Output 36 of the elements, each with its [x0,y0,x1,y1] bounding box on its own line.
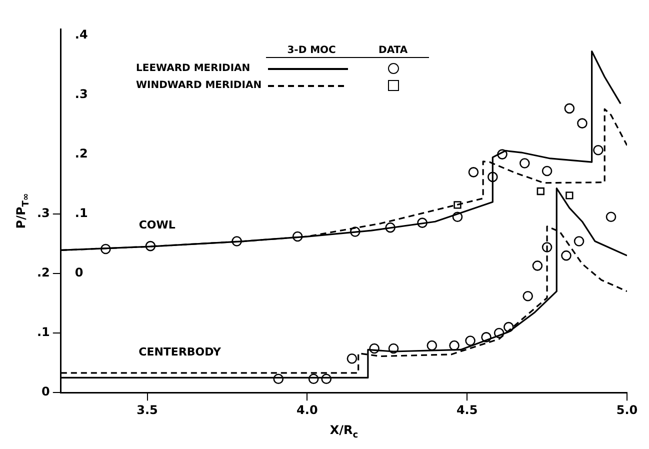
point [468,167,479,178]
y-tick-label: 0 [42,384,50,399]
point [561,250,572,261]
point [564,103,575,114]
x-tick-label: 4.5 [456,402,478,417]
y-axis-title: P/PT∞ [14,193,32,229]
point [577,118,588,128]
y-tick-label: .1 [36,325,50,340]
point [593,144,604,156]
point [536,187,544,196]
annotation: 3-D MOC [286,44,337,57]
annotation: DATA [378,44,409,57]
x-tick-label: 4.0 [296,402,318,417]
point [346,353,358,364]
point [426,340,438,351]
point [566,192,574,200]
annotation: COWL [138,218,176,232]
y2-tick-label: .1 [74,206,88,220]
y-tick-label: .2 [36,266,50,280]
legend-label: LEEWARD MERIDIAN [135,62,252,76]
x-tick-label: 3.5 [136,402,158,417]
point [532,260,543,271]
point [574,236,584,246]
point [465,336,476,346]
legend-label: WINDWARD MERIDIAN [135,79,263,93]
point [542,166,552,176]
y2-tick-label: .2 [74,146,88,160]
point [520,158,530,168]
annotation: CENTERBODY [138,345,222,358]
point [606,212,616,222]
point [522,290,534,302]
y2-tick-label: 0 [74,266,84,280]
y2-tick-label: .3 [74,86,88,101]
y2-tick-label: .4 [74,27,88,42]
y-tick-label: .3 [36,206,50,220]
x-tick-label: 5.0 [616,402,638,417]
